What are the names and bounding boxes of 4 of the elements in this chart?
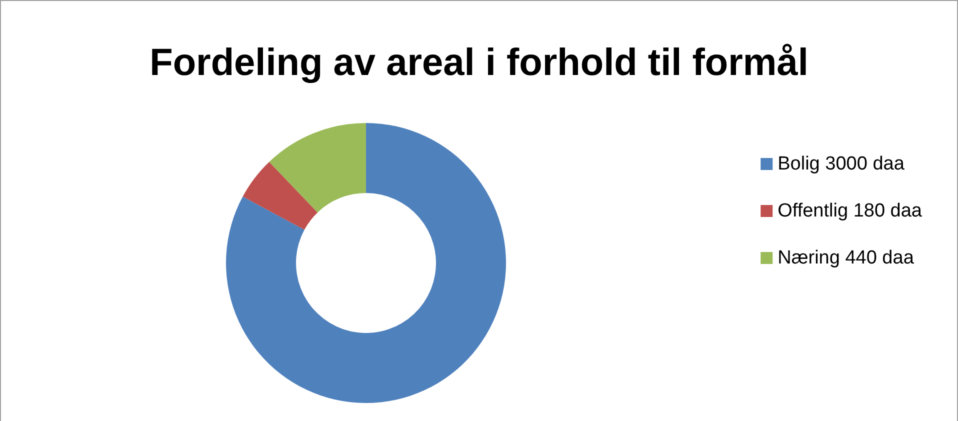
legend-label: Næring 440 daa: [778, 248, 914, 268]
chart-title: Fordeling av areal i forhold til formål: [150, 42, 808, 84]
legend-label: Bolig 3000 daa: [778, 154, 905, 174]
legend-label: Offentlig 180 daa: [778, 200, 922, 222]
